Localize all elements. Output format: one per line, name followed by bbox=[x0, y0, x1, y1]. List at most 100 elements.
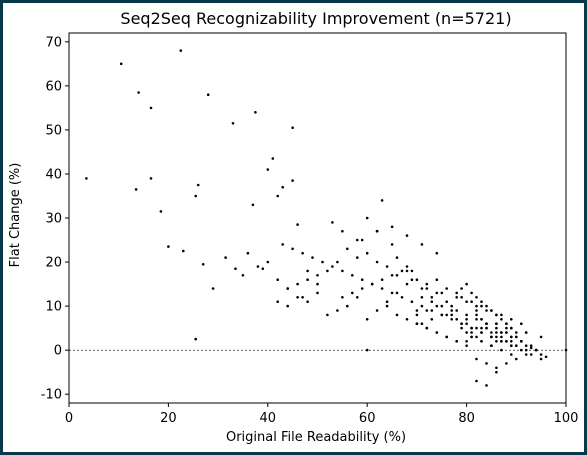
data-point bbox=[475, 357, 478, 361]
chart-title: Seq2Seq Recognizability Improvement (n=5… bbox=[120, 9, 511, 28]
data-point bbox=[316, 291, 319, 295]
data-point bbox=[475, 326, 478, 330]
data-point bbox=[485, 304, 488, 308]
data-point bbox=[194, 337, 197, 341]
data-point bbox=[286, 287, 290, 290]
data-point bbox=[460, 322, 463, 326]
data-point bbox=[475, 309, 478, 312]
data-point bbox=[450, 313, 454, 317]
data-point bbox=[296, 223, 299, 226]
data-point bbox=[440, 291, 444, 295]
data-point bbox=[405, 265, 409, 268]
data-point bbox=[475, 379, 478, 383]
data-point bbox=[485, 322, 488, 326]
y-tick-label: 10 bbox=[45, 300, 62, 315]
data-point bbox=[440, 313, 444, 317]
data-point bbox=[524, 344, 528, 348]
data-point bbox=[420, 322, 424, 326]
data-point bbox=[196, 183, 200, 187]
data-point bbox=[311, 256, 314, 259]
data-point bbox=[520, 340, 523, 343]
data-point bbox=[395, 313, 399, 317]
data-point bbox=[261, 267, 265, 271]
plot-frame bbox=[68, 32, 567, 404]
data-point bbox=[231, 122, 235, 125]
data-point bbox=[529, 344, 533, 348]
data-point bbox=[365, 318, 369, 321]
data-point bbox=[346, 247, 349, 251]
data-point bbox=[430, 309, 434, 312]
data-point bbox=[390, 243, 394, 246]
data-point bbox=[179, 49, 183, 52]
data-point bbox=[510, 340, 513, 343]
data-point bbox=[480, 340, 483, 343]
x-tick-label: 80 bbox=[458, 411, 475, 426]
data-point bbox=[410, 278, 414, 282]
data-point bbox=[341, 269, 344, 273]
data-point bbox=[167, 245, 170, 248]
data-point bbox=[316, 282, 319, 286]
data-point bbox=[515, 335, 518, 339]
data-point bbox=[465, 282, 468, 286]
data-point bbox=[182, 249, 185, 253]
data-point bbox=[445, 335, 449, 339]
data-point bbox=[470, 335, 473, 339]
data-point bbox=[375, 229, 379, 233]
data-point bbox=[276, 194, 280, 198]
data-point bbox=[455, 318, 459, 321]
data-point bbox=[470, 326, 473, 330]
data-point bbox=[420, 304, 424, 308]
data-point bbox=[510, 326, 513, 330]
data-point bbox=[276, 278, 280, 282]
data-point bbox=[254, 111, 257, 114]
data-point bbox=[256, 265, 260, 268]
data-point bbox=[495, 313, 498, 317]
data-point bbox=[390, 291, 394, 295]
y-tick-label: 70 bbox=[45, 35, 62, 50]
y-tick-label: 20 bbox=[45, 256, 62, 271]
data-point bbox=[495, 370, 498, 374]
data-point bbox=[375, 260, 379, 264]
x-tick-label: 0 bbox=[65, 411, 73, 426]
data-point bbox=[336, 309, 339, 312]
data-point bbox=[159, 210, 163, 213]
data-point bbox=[360, 238, 364, 242]
data-point bbox=[400, 269, 404, 273]
data-point bbox=[445, 300, 449, 304]
data-point bbox=[510, 353, 513, 356]
data-point bbox=[505, 362, 508, 365]
data-point bbox=[425, 326, 429, 330]
y-tick-label: 30 bbox=[45, 212, 62, 227]
data-point bbox=[331, 265, 334, 268]
data-point bbox=[505, 326, 508, 330]
data-point bbox=[445, 287, 449, 290]
data-points bbox=[85, 49, 568, 387]
data-point bbox=[529, 353, 533, 356]
data-point bbox=[276, 300, 280, 304]
data-point bbox=[296, 296, 299, 299]
data-point bbox=[435, 251, 439, 255]
x-tick-label: 60 bbox=[359, 411, 376, 426]
data-point bbox=[460, 326, 463, 330]
data-point bbox=[485, 326, 488, 330]
data-point bbox=[455, 291, 459, 295]
data-point bbox=[266, 260, 270, 264]
data-point bbox=[201, 263, 205, 266]
data-point bbox=[465, 344, 468, 348]
data-point bbox=[480, 326, 483, 330]
data-point bbox=[470, 300, 473, 304]
data-point bbox=[271, 157, 275, 160]
data-point bbox=[505, 331, 508, 334]
data-point bbox=[465, 322, 468, 326]
data-point bbox=[475, 318, 478, 321]
data-point bbox=[385, 300, 389, 304]
data-point bbox=[510, 318, 513, 321]
scatter-chart: Seq2Seq Recognizability Improvement (n=5… bbox=[8, 9, 578, 445]
data-point bbox=[306, 300, 309, 304]
data-point bbox=[119, 62, 123, 66]
data-point bbox=[360, 278, 364, 282]
data-point bbox=[405, 318, 409, 321]
data-point bbox=[351, 274, 354, 277]
data-point bbox=[385, 304, 389, 308]
data-point bbox=[455, 309, 459, 312]
